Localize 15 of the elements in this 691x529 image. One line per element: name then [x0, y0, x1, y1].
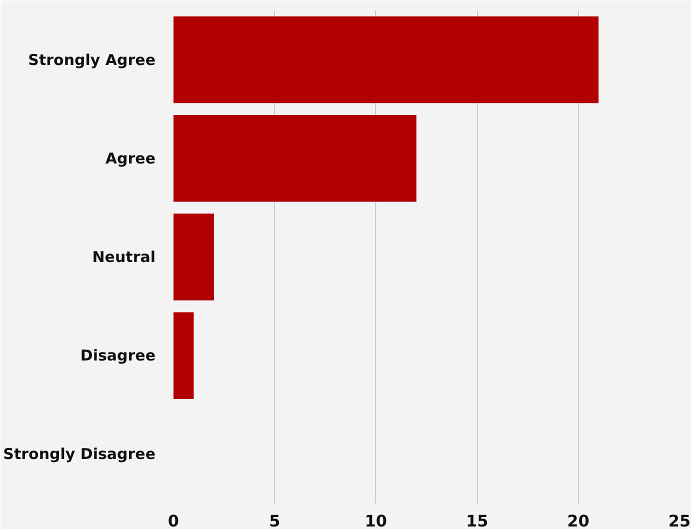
y-tick-label: Disagree: [80, 346, 156, 365]
y-tick-label: Neutral: [92, 248, 156, 266]
bar: [174, 312, 194, 399]
bar: [174, 115, 416, 202]
x-tick-label: 15: [466, 512, 488, 529]
bar: [174, 16, 599, 104]
x-tick-label: 0: [168, 512, 180, 529]
x-tick-label: 10: [364, 512, 388, 529]
y-tick-label: Agree: [105, 149, 156, 168]
x-tick-label: 5: [269, 512, 280, 529]
x-tick-label: 20: [567, 512, 590, 529]
y-tick-label: Strongly Disagree: [3, 445, 156, 464]
y-tick-label: Strongly Agree: [28, 50, 156, 69]
bar: [174, 214, 214, 300]
x-tick-label: 25: [668, 512, 691, 529]
